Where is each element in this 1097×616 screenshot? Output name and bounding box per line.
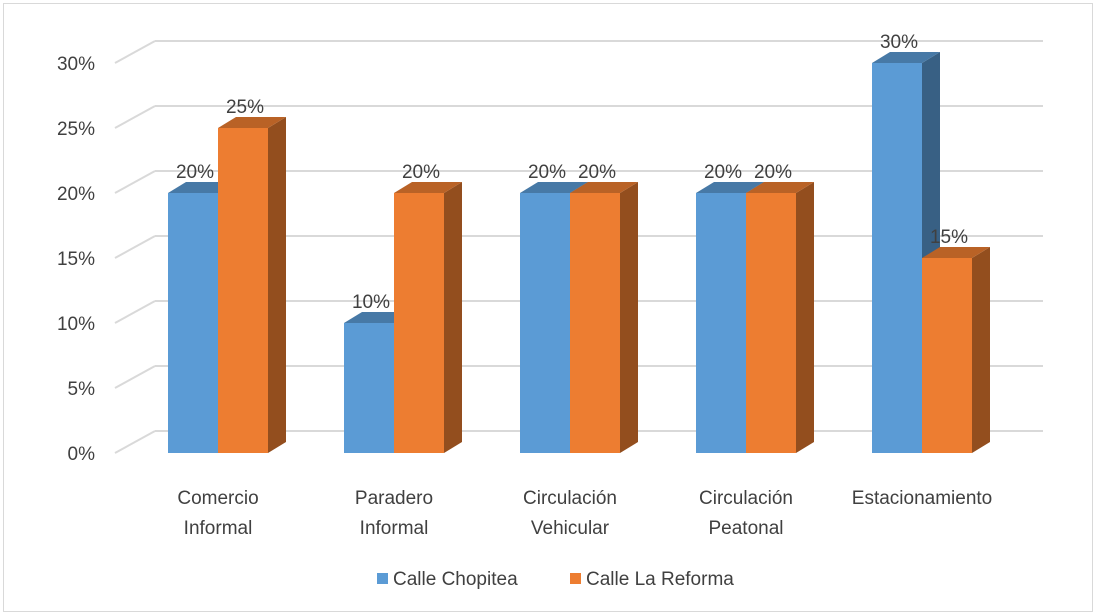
data-label: 25%	[226, 97, 264, 118]
bar-top	[570, 182, 638, 193]
y-tick-label: 10%	[57, 314, 95, 335]
bar	[922, 247, 990, 453]
bar	[570, 182, 638, 453]
bar-side	[796, 182, 814, 453]
legend-swatch	[570, 573, 581, 584]
y-axis-tick-labels: 0% 5% 10% 15% 20% 25% 30%	[57, 54, 95, 465]
category-label: Estacionamiento	[852, 488, 992, 509]
y-tick-label: 30%	[57, 54, 95, 75]
data-label: 15%	[930, 227, 968, 248]
category-label: Vehicular	[531, 518, 610, 539]
gridline-side	[114, 235, 156, 259]
gridline-side	[114, 430, 156, 454]
y-tick-label: 20%	[57, 184, 95, 205]
data-label: 20%	[528, 162, 566, 183]
bar	[394, 182, 462, 453]
bar-top	[394, 182, 462, 193]
legend: Calle Chopitea Calle La Reforma	[377, 569, 734, 590]
y-tick-label: 25%	[57, 119, 95, 140]
bar-top	[922, 247, 990, 258]
gridline-side	[114, 300, 156, 324]
bar-top	[520, 182, 588, 193]
category-label: Circulación	[699, 488, 793, 509]
legend-swatch	[377, 573, 388, 584]
category-label: Informal	[184, 518, 253, 539]
bar-top	[696, 182, 764, 193]
bar-side	[268, 117, 286, 453]
data-label: 20%	[754, 162, 792, 183]
bar-top	[218, 117, 286, 128]
category-label: Circulación	[523, 488, 617, 509]
gridline-side	[114, 105, 156, 129]
gridline-side	[114, 365, 156, 389]
bar-side	[972, 247, 990, 453]
data-labels: 20% 25% 10% 20% 20% 20% 20% 20% 30% 15%	[176, 32, 968, 313]
data-label: 10%	[352, 292, 390, 313]
y-tick-label: 5%	[68, 379, 96, 400]
category-label: Peatonal	[708, 518, 783, 539]
data-label: 20%	[704, 162, 742, 183]
data-label: 30%	[880, 32, 918, 53]
bar	[218, 117, 286, 453]
category-labels: Comercio Informal Paradero Informal Circulac…	[177, 488, 992, 539]
bar	[746, 182, 814, 453]
bar-side	[620, 182, 638, 453]
bar-front	[696, 193, 746, 453]
bar-side	[444, 182, 462, 453]
gridline-side	[114, 40, 156, 64]
category-label: Informal	[360, 518, 429, 539]
bar-front	[570, 193, 620, 453]
y-tick-label: 15%	[57, 249, 95, 270]
category-label: Paradero	[355, 488, 433, 509]
category-label: Comercio	[177, 488, 258, 509]
data-label: 20%	[176, 162, 214, 183]
bar-front	[218, 128, 268, 453]
data-label: 20%	[578, 162, 616, 183]
bar-top	[872, 52, 940, 63]
bar-front	[344, 323, 394, 453]
y-tick-label: 0%	[68, 444, 96, 465]
data-label: 20%	[402, 162, 440, 183]
bar-front	[394, 193, 444, 453]
bar-front	[168, 193, 218, 453]
bar-top	[746, 182, 814, 193]
bar-front	[872, 63, 922, 453]
legend-label: Calle Chopitea	[393, 569, 518, 590]
gridline-side	[114, 170, 156, 194]
bar-front	[746, 193, 796, 453]
legend-label: Calle La Reforma	[586, 569, 734, 590]
bars	[168, 52, 990, 453]
bar-front	[922, 258, 972, 453]
bar-front	[520, 193, 570, 453]
